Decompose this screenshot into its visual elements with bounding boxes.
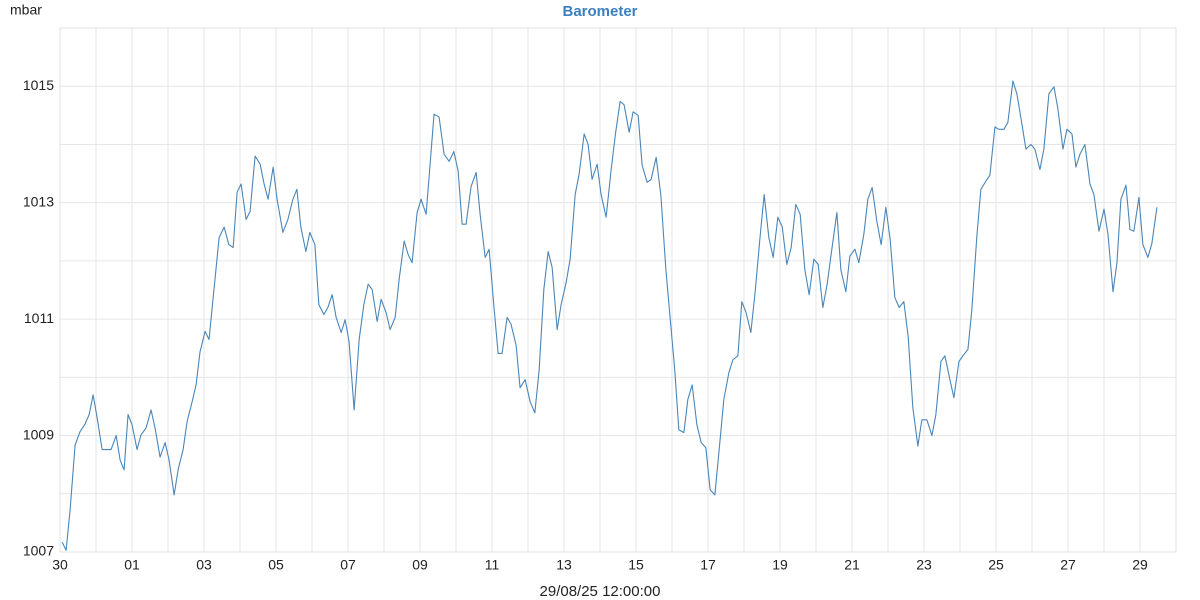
x-tick-label: 01 [124,557,140,573]
data-line [61,80,1158,551]
x-axis-label: 29/08/25 12:00:00 [540,583,661,600]
x-tick-label: 07 [340,557,356,573]
x-tick-label: 13 [556,557,572,573]
y-tick-label: 1007 [23,543,54,559]
y-tick-label: 1015 [23,77,54,93]
x-tick-label: 05 [268,557,284,573]
y-tick-label: 1011 [24,310,54,326]
x-tick-label: 17 [700,557,716,573]
x-tick-label: 09 [412,557,428,573]
x-tick-label: 25 [988,557,1004,573]
x-tick-label: 03 [196,557,212,573]
y-tick-label: 1009 [23,426,54,442]
x-tick-label: 21 [844,557,860,573]
y-axis-label: mbar [10,2,42,18]
x-tick-label: 30 [52,557,68,573]
x-tick-label: 29 [1132,557,1148,573]
plot-frame [59,27,1177,553]
x-tick-label: 23 [916,557,932,573]
x-tick-label: 11 [485,557,500,573]
chart-title: Barometer [562,3,637,20]
x-tick-label: 27 [1060,557,1076,573]
x-tick-label: 19 [772,557,788,573]
x-tick-label: 15 [628,557,644,573]
grid [59,27,1177,553]
y-tick-label: 1013 [23,193,54,209]
